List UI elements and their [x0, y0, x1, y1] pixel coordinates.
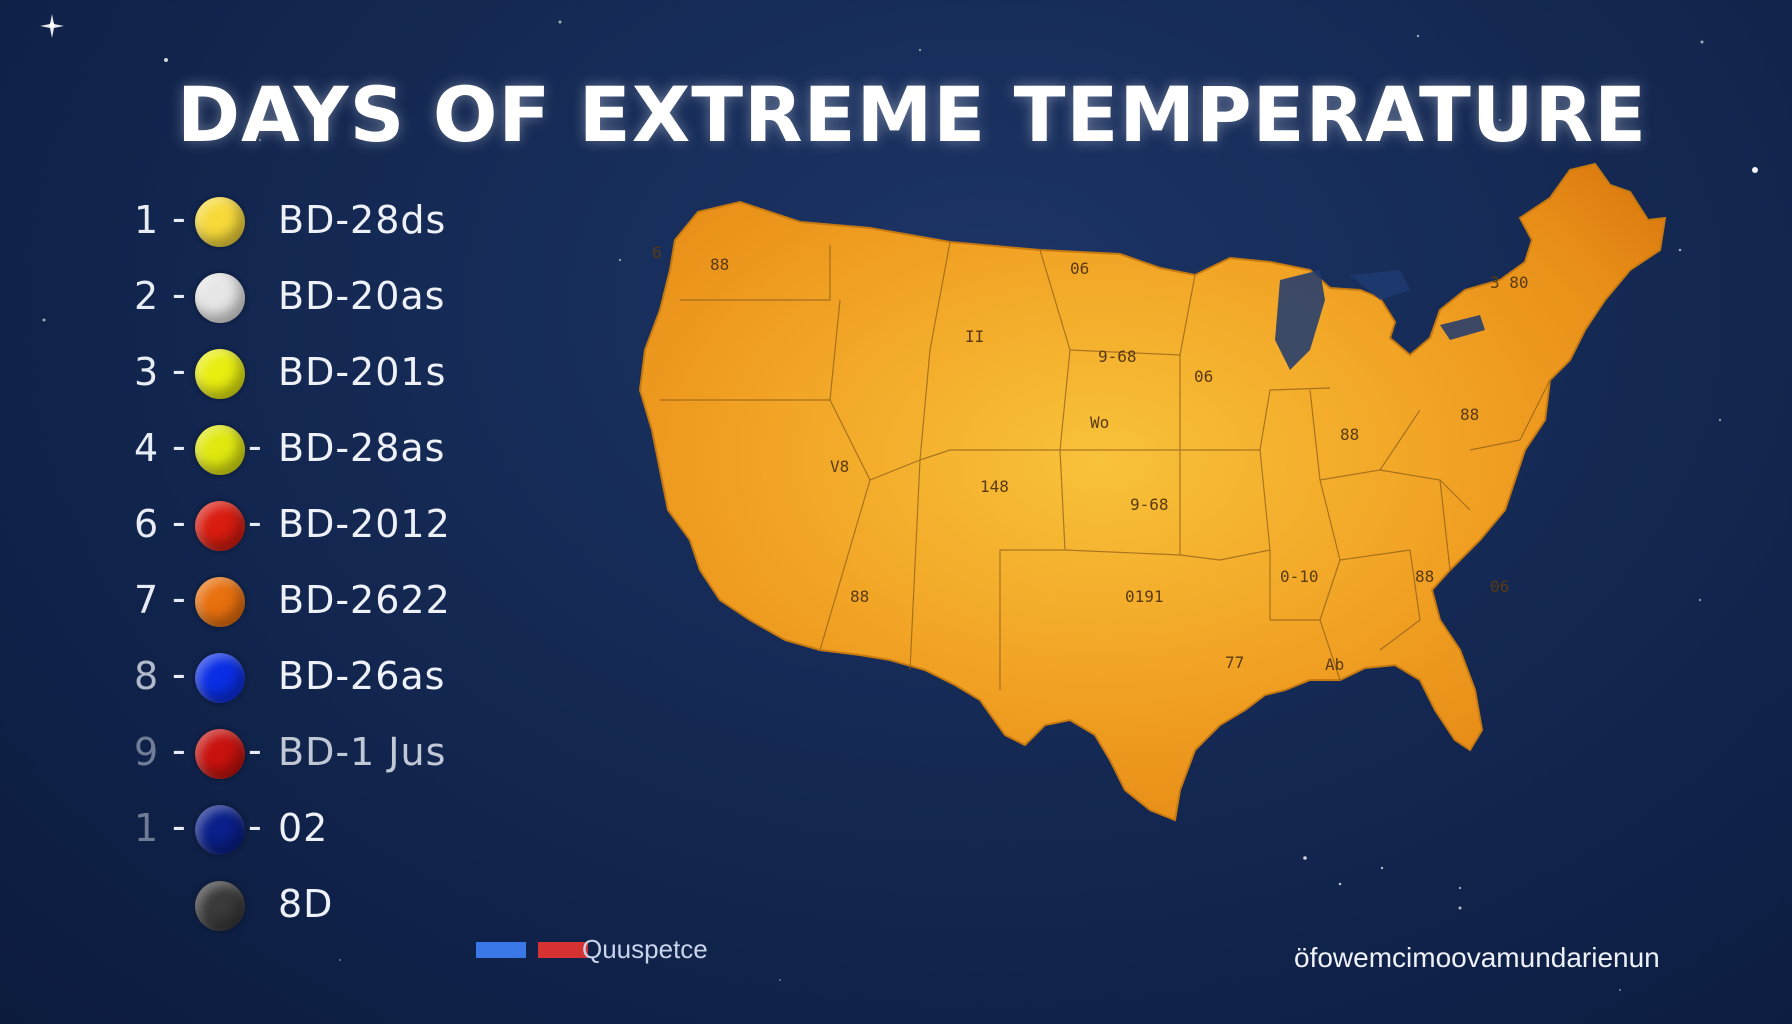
legend-number: 7	[134, 578, 159, 622]
legend-label: BD-20as	[278, 274, 446, 318]
legend-label: BD-28ds	[278, 198, 447, 242]
legend-item: 7 - BD-2622	[128, 570, 488, 630]
legend-swatch	[195, 805, 245, 855]
svg-text:88: 88	[1460, 405, 1479, 424]
legend-number: 3	[134, 350, 159, 394]
legend-dash: -	[172, 272, 186, 316]
legend-number: 8	[134, 654, 159, 698]
legend-number: 2	[134, 274, 159, 318]
legend-label: BD-26as	[278, 654, 446, 698]
svg-text:06: 06	[1490, 577, 1509, 596]
legend-item: 2 - BD-20as	[128, 266, 488, 326]
legend-label: 8D	[278, 882, 334, 926]
page-title: DAYS OF EXTREME TEMPERATURE	[176, 70, 1648, 159]
legend-swatch	[195, 577, 245, 627]
source-swatch-blue	[476, 942, 526, 958]
usa-outline	[638, 162, 1667, 822]
legend-swatch	[195, 273, 245, 323]
legend-dash: -	[248, 804, 262, 848]
legend-dash: -	[172, 424, 186, 468]
legend-number: 9	[134, 730, 159, 774]
legend-item: 4 - - BD-28as	[128, 418, 488, 478]
us-heat-map: 6 88 3 80 II 06 9-68 Wo 06 148 9-68 V8 8…	[638, 162, 1667, 822]
legend-label: BD-1 Jus	[278, 730, 447, 774]
legend-dash: -	[172, 804, 186, 848]
legend-number: 1	[134, 806, 159, 850]
source-swatch-red	[538, 942, 588, 958]
legend-swatch	[195, 653, 245, 703]
svg-text:9-68: 9-68	[1098, 347, 1137, 366]
svg-text:06: 06	[1070, 259, 1089, 278]
svg-text:Ab: Ab	[1325, 655, 1344, 674]
legend-swatch	[195, 881, 245, 931]
svg-text:Wo: Wo	[1090, 413, 1109, 432]
legend-item: 1 - - 02	[128, 798, 488, 858]
legend-item: 3 - BD-201s	[128, 342, 488, 402]
source-text: Quuspetce	[582, 934, 708, 964]
svg-text:88: 88	[1415, 567, 1434, 586]
legend-swatch	[195, 349, 245, 399]
legend-label: BD-201s	[278, 350, 447, 394]
legend-dash: -	[172, 576, 186, 620]
credit-text: öfowemcimoovamundarienun	[1294, 942, 1660, 973]
legend-label: BD-2012	[278, 502, 451, 546]
legend-swatch	[195, 425, 245, 475]
svg-text:II: II	[965, 327, 984, 346]
svg-text:9-68: 9-68	[1130, 495, 1169, 514]
legend-label: BD-2622	[278, 578, 451, 622]
legend-swatch	[195, 729, 245, 779]
legend-item: 8D	[128, 874, 488, 934]
legend-dash: -	[172, 196, 186, 240]
svg-text:0191: 0191	[1125, 587, 1164, 606]
legend-item: 9 - - BD-1 Jus	[128, 722, 488, 782]
legend-number: 1	[134, 198, 159, 242]
legend-dash: -	[172, 652, 186, 696]
legend-item: 8 - BD-26as	[128, 646, 488, 706]
legend-number: 4	[134, 426, 159, 470]
legend-dash: -	[172, 500, 186, 544]
legend-dash: -	[172, 348, 186, 392]
legend-dash: -	[172, 728, 186, 772]
legend-swatch	[195, 197, 245, 247]
legend-label: 02	[278, 806, 329, 850]
svg-text:88: 88	[1340, 425, 1359, 444]
legend-item: 6 - - BD-2012	[128, 494, 488, 554]
legend-label: BD-28as	[278, 426, 446, 470]
svg-text:148: 148	[980, 477, 1009, 496]
legend-number: 6	[134, 502, 159, 546]
legend-dash: -	[248, 500, 262, 544]
legend-dash: -	[248, 424, 262, 468]
svg-text:88: 88	[710, 255, 729, 274]
svg-text:3 80: 3 80	[1490, 273, 1529, 292]
svg-text:6: 6	[652, 243, 662, 262]
svg-text:06: 06	[1194, 367, 1213, 386]
legend-swatch	[195, 501, 245, 551]
svg-text:0-10: 0-10	[1280, 567, 1319, 586]
svg-text:88: 88	[850, 587, 869, 606]
legend-dash: -	[248, 728, 262, 772]
legend-item: 1 - BD-28ds	[128, 190, 488, 250]
svg-text:V8: V8	[830, 457, 849, 476]
svg-text:77: 77	[1225, 653, 1244, 672]
